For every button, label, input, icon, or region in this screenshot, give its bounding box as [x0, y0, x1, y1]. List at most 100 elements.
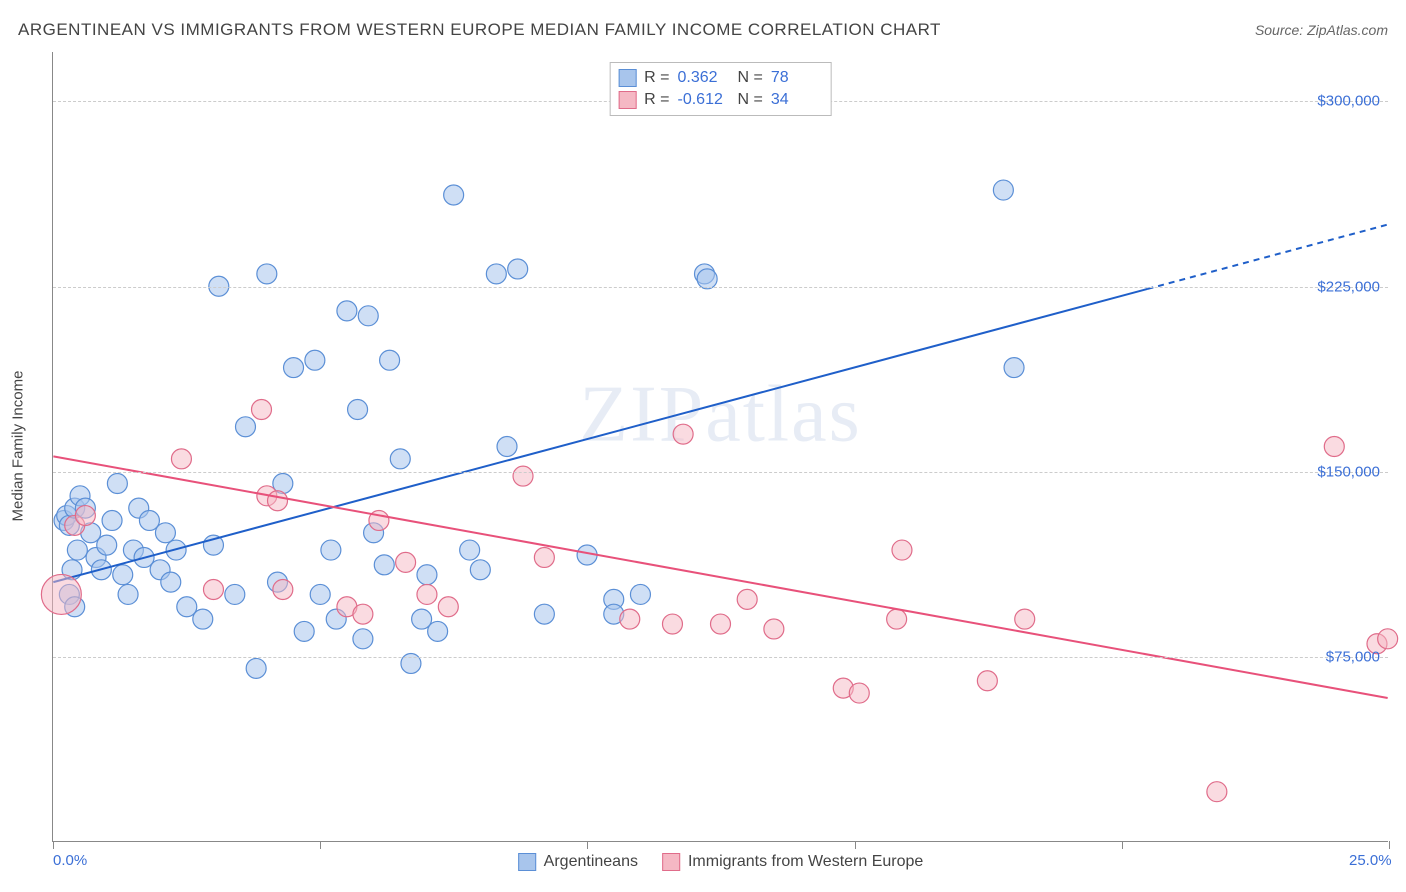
x-tick	[855, 841, 856, 849]
scatter-point	[620, 609, 640, 629]
scatter-point	[294, 621, 314, 641]
scatter-point	[460, 540, 480, 560]
scatter-point	[438, 597, 458, 617]
scatter-point	[892, 540, 912, 560]
scatter-point	[268, 491, 288, 511]
scatter-point	[534, 604, 554, 624]
corr-n-1: 34	[771, 91, 823, 109]
scatter-point	[1015, 609, 1035, 629]
swatch-series-0	[618, 69, 636, 87]
scatter-point	[390, 449, 410, 469]
corr-r-0: 0.362	[678, 69, 730, 87]
scatter-point	[417, 565, 437, 585]
chart-plot-area: ZIPatlas R = 0.362 N = 78 R = -0.612 N =…	[52, 52, 1388, 842]
scatter-point	[486, 264, 506, 284]
scatter-point	[417, 584, 437, 604]
scatter-point	[252, 400, 272, 420]
scatter-point	[508, 259, 528, 279]
scatter-point	[977, 671, 997, 691]
scatter-point	[273, 580, 293, 600]
x-tick-label: 25.0%	[1349, 852, 1392, 869]
scatter-point	[396, 552, 416, 572]
scatter-point	[310, 584, 330, 604]
scatter-point	[1324, 437, 1344, 457]
scatter-point	[1004, 358, 1024, 378]
corr-r-1: -0.612	[678, 91, 730, 109]
plot-svg	[53, 52, 1388, 841]
scatter-point	[203, 580, 223, 600]
scatter-point	[337, 301, 357, 321]
scatter-point	[353, 604, 373, 624]
y-tick-label: $75,000	[1326, 648, 1380, 665]
scatter-point	[380, 350, 400, 370]
series-legend: Argentineans Immigrants from Western Eur…	[518, 853, 924, 871]
corr-n-label: N =	[738, 69, 763, 87]
scatter-point	[497, 437, 517, 457]
scatter-point	[155, 523, 175, 543]
scatter-point	[887, 609, 907, 629]
scatter-point	[374, 555, 394, 575]
scatter-point	[513, 466, 533, 486]
scatter-point	[305, 350, 325, 370]
scatter-point	[764, 619, 784, 639]
scatter-point	[321, 540, 341, 560]
scatter-point	[193, 609, 213, 629]
swatch-series-1	[618, 91, 636, 109]
legend-swatch-1	[662, 853, 680, 871]
correlation-legend: R = 0.362 N = 78 R = -0.612 N = 34	[609, 62, 832, 116]
y-tick-label: $225,000	[1317, 278, 1380, 295]
scatter-point	[225, 584, 245, 604]
scatter-point	[428, 621, 448, 641]
scatter-point	[246, 658, 266, 678]
scatter-point	[118, 584, 138, 604]
scatter-point	[1378, 629, 1398, 649]
scatter-point	[673, 424, 693, 444]
y-tick-label: $150,000	[1317, 463, 1380, 480]
chart-title: ARGENTINEAN VS IMMIGRANTS FROM WESTERN E…	[18, 20, 941, 40]
y-axis-title: Median Family Income	[10, 371, 27, 522]
x-tick	[1389, 841, 1390, 849]
gridline	[53, 472, 1388, 473]
scatter-point	[993, 180, 1013, 200]
scatter-point	[1207, 782, 1227, 802]
scatter-point	[353, 629, 373, 649]
scatter-point	[630, 584, 650, 604]
scatter-point	[107, 473, 127, 493]
scatter-point	[102, 510, 122, 530]
scatter-point	[444, 185, 464, 205]
source-label: Source:	[1255, 22, 1303, 38]
scatter-point	[171, 449, 191, 469]
gridline	[53, 657, 1388, 658]
corr-n-0: 78	[771, 69, 823, 87]
legend-label-1: Immigrants from Western Europe	[688, 853, 923, 871]
scatter-point	[662, 614, 682, 634]
x-tick-label: 0.0%	[53, 852, 87, 869]
x-tick	[320, 841, 321, 849]
scatter-point	[534, 547, 554, 567]
y-tick-label: $300,000	[1317, 93, 1380, 110]
legend-label-0: Argentineans	[544, 853, 638, 871]
scatter-point	[849, 683, 869, 703]
chart-header: ARGENTINEAN VS IMMIGRANTS FROM WESTERN E…	[18, 20, 1388, 40]
trend-line	[53, 289, 1147, 582]
legend-item-1: Immigrants from Western Europe	[662, 853, 923, 871]
scatter-point	[235, 417, 255, 437]
legend-swatch-0	[518, 853, 536, 871]
x-tick	[53, 841, 54, 849]
corr-n-label: N =	[738, 91, 763, 109]
scatter-point	[737, 589, 757, 609]
scatter-point	[257, 264, 277, 284]
scatter-point	[161, 572, 181, 592]
scatter-point	[711, 614, 731, 634]
scatter-point	[75, 506, 95, 526]
scatter-point	[67, 540, 87, 560]
correlation-row-1: R = -0.612 N = 34	[618, 89, 823, 111]
corr-r-label: R =	[644, 69, 669, 87]
scatter-point	[358, 306, 378, 326]
legend-item-0: Argentineans	[518, 853, 638, 871]
scatter-point	[470, 560, 490, 580]
scatter-point	[41, 574, 81, 614]
scatter-point	[97, 535, 117, 555]
scatter-point	[113, 565, 133, 585]
x-tick	[1122, 841, 1123, 849]
